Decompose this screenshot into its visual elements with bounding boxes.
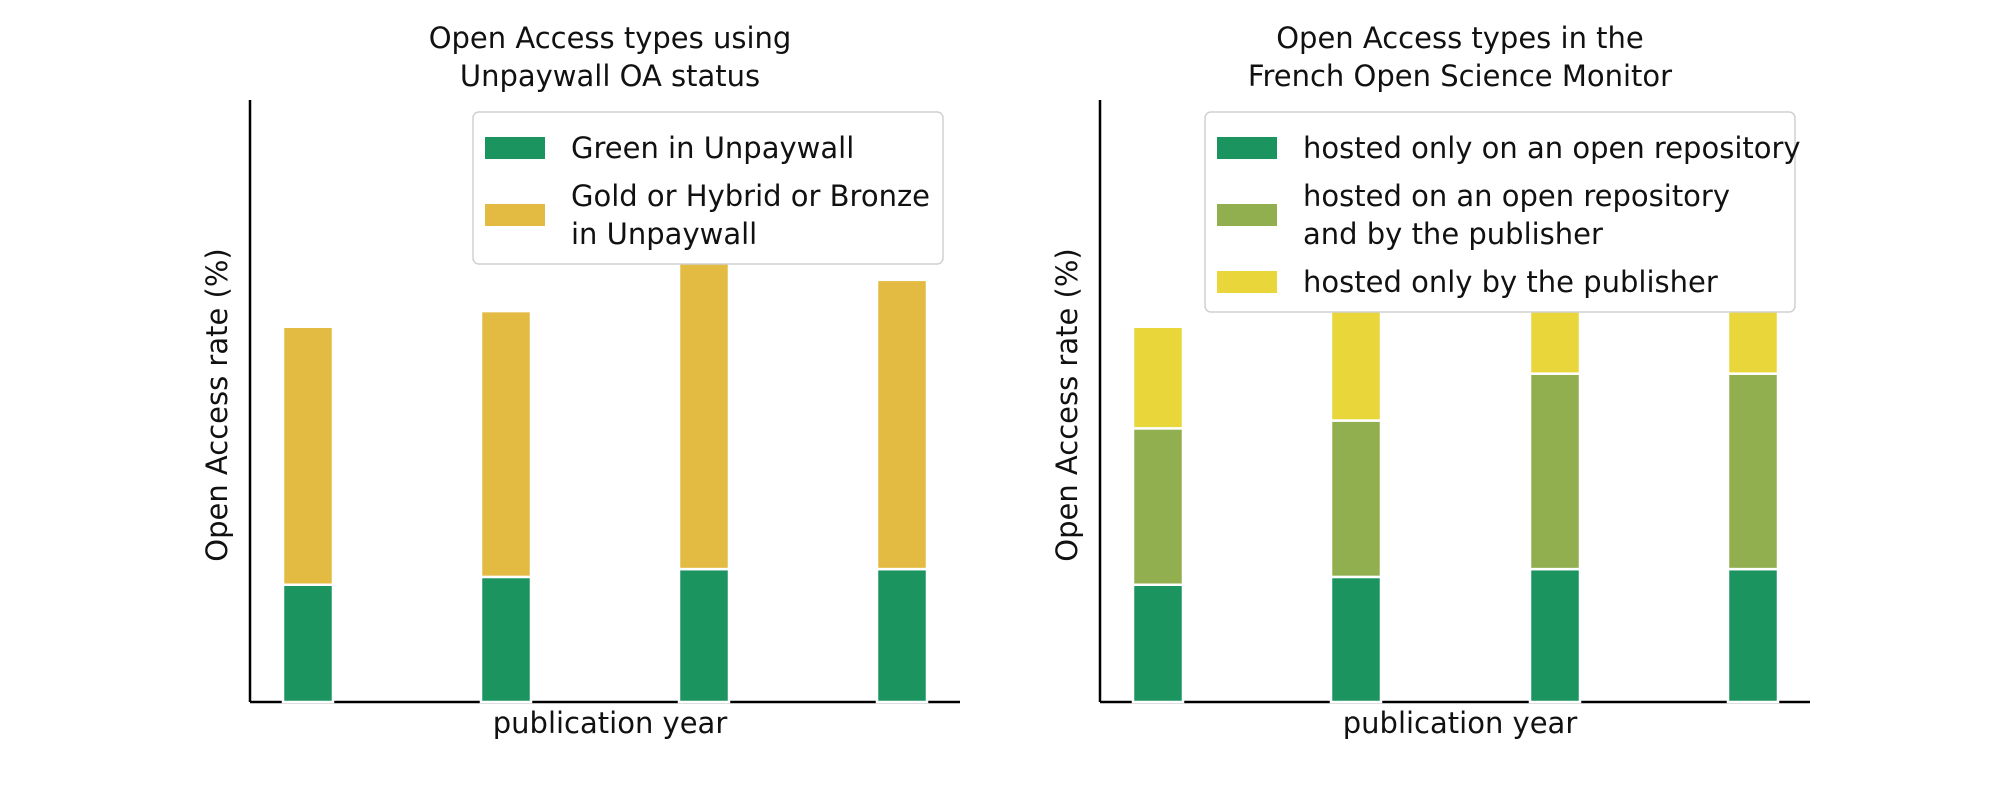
bar-series-1-cat-4 — [1728, 569, 1778, 702]
bar-series-2-cat-3 — [679, 241, 729, 569]
bar-series-3-cat-2 — [1331, 311, 1381, 420]
y-axis-label: Open Access rate (%) — [1050, 248, 1084, 561]
legend-label-2: Gold or Hybrid or Bronze — [571, 179, 930, 213]
bar-series-1-cat-2 — [1331, 577, 1381, 702]
chart-panel-1: Open Access types using Unpaywall OA stat… — [200, 21, 960, 740]
legend-swatch-1 — [1217, 137, 1277, 159]
bar-series-2-cat-4 — [877, 280, 927, 569]
chart-panel-2: Open Access types in the French Open Scie… — [1050, 21, 1810, 740]
legend-label-2: in Unpaywall — [571, 217, 757, 251]
legend-label-3: hosted only by the publisher — [1303, 265, 1718, 299]
legend-label-2: hosted on an open repository — [1303, 179, 1730, 213]
bar-series-1-cat-3 — [679, 569, 729, 702]
bar-series-2-cat-1 — [283, 327, 333, 585]
chart-title: Open Access types in the — [1276, 21, 1644, 55]
bar-series-1-cat-4 — [877, 569, 927, 702]
bar-series-1-cat-2 — [481, 577, 531, 702]
chart-title: Open Access types using — [429, 21, 792, 55]
legend-label-2: and by the publisher — [1303, 217, 1603, 251]
bar-series-1-cat-3 — [1530, 569, 1580, 702]
bar-series-1-cat-1 — [283, 585, 333, 702]
legend-swatch-2 — [485, 204, 545, 226]
bar-series-1-cat-1 — [1133, 585, 1183, 702]
legend-swatch-3 — [1217, 271, 1277, 293]
bar-series-3-cat-1 — [1133, 327, 1183, 429]
x-axis-label: publication year — [493, 706, 728, 740]
legend-label-1: Green in Unpaywall — [571, 131, 854, 165]
bar-series-2-cat-3 — [1530, 374, 1580, 569]
chart-title: French Open Science Monitor — [1248, 59, 1672, 93]
legend-swatch-1 — [485, 137, 545, 159]
x-axis-label: publication year — [1343, 706, 1578, 740]
bar-series-2-cat-4 — [1728, 374, 1778, 569]
y-axis-label: Open Access rate (%) — [200, 248, 234, 561]
chart-title: Unpaywall OA status — [460, 59, 760, 93]
legend-label-1: hosted only on an open repository — [1303, 131, 1801, 165]
bar-series-2-cat-1 — [1133, 428, 1183, 584]
bar-series-2-cat-2 — [1331, 421, 1381, 577]
legend-swatch-2 — [1217, 204, 1277, 226]
bar-series-2-cat-2 — [481, 311, 531, 577]
